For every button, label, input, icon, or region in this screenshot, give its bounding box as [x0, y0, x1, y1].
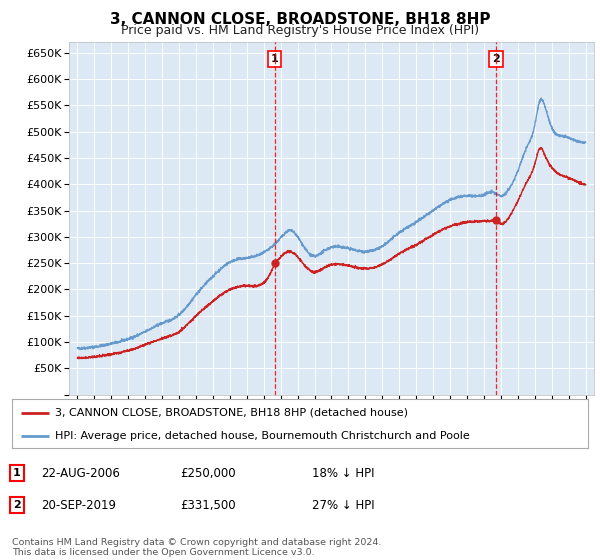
Text: £250,000: £250,000: [180, 466, 236, 480]
Text: Price paid vs. HM Land Registry's House Price Index (HPI): Price paid vs. HM Land Registry's House …: [121, 24, 479, 37]
Text: 22-AUG-2006: 22-AUG-2006: [41, 466, 119, 480]
Text: 2: 2: [492, 54, 500, 64]
Text: 1: 1: [271, 54, 278, 64]
Text: 1: 1: [13, 468, 20, 478]
Text: 3, CANNON CLOSE, BROADSTONE, BH18 8HP: 3, CANNON CLOSE, BROADSTONE, BH18 8HP: [110, 12, 490, 27]
Text: Contains HM Land Registry data © Crown copyright and database right 2024.
This d: Contains HM Land Registry data © Crown c…: [12, 538, 382, 557]
Text: £331,500: £331,500: [180, 498, 236, 512]
Text: 3, CANNON CLOSE, BROADSTONE, BH18 8HP (detached house): 3, CANNON CLOSE, BROADSTONE, BH18 8HP (d…: [55, 408, 408, 418]
Text: 18% ↓ HPI: 18% ↓ HPI: [312, 466, 374, 480]
Text: 20-SEP-2019: 20-SEP-2019: [41, 498, 116, 512]
Text: 2: 2: [13, 500, 20, 510]
Text: HPI: Average price, detached house, Bournemouth Christchurch and Poole: HPI: Average price, detached house, Bour…: [55, 431, 470, 441]
Text: 27% ↓ HPI: 27% ↓ HPI: [312, 498, 374, 512]
